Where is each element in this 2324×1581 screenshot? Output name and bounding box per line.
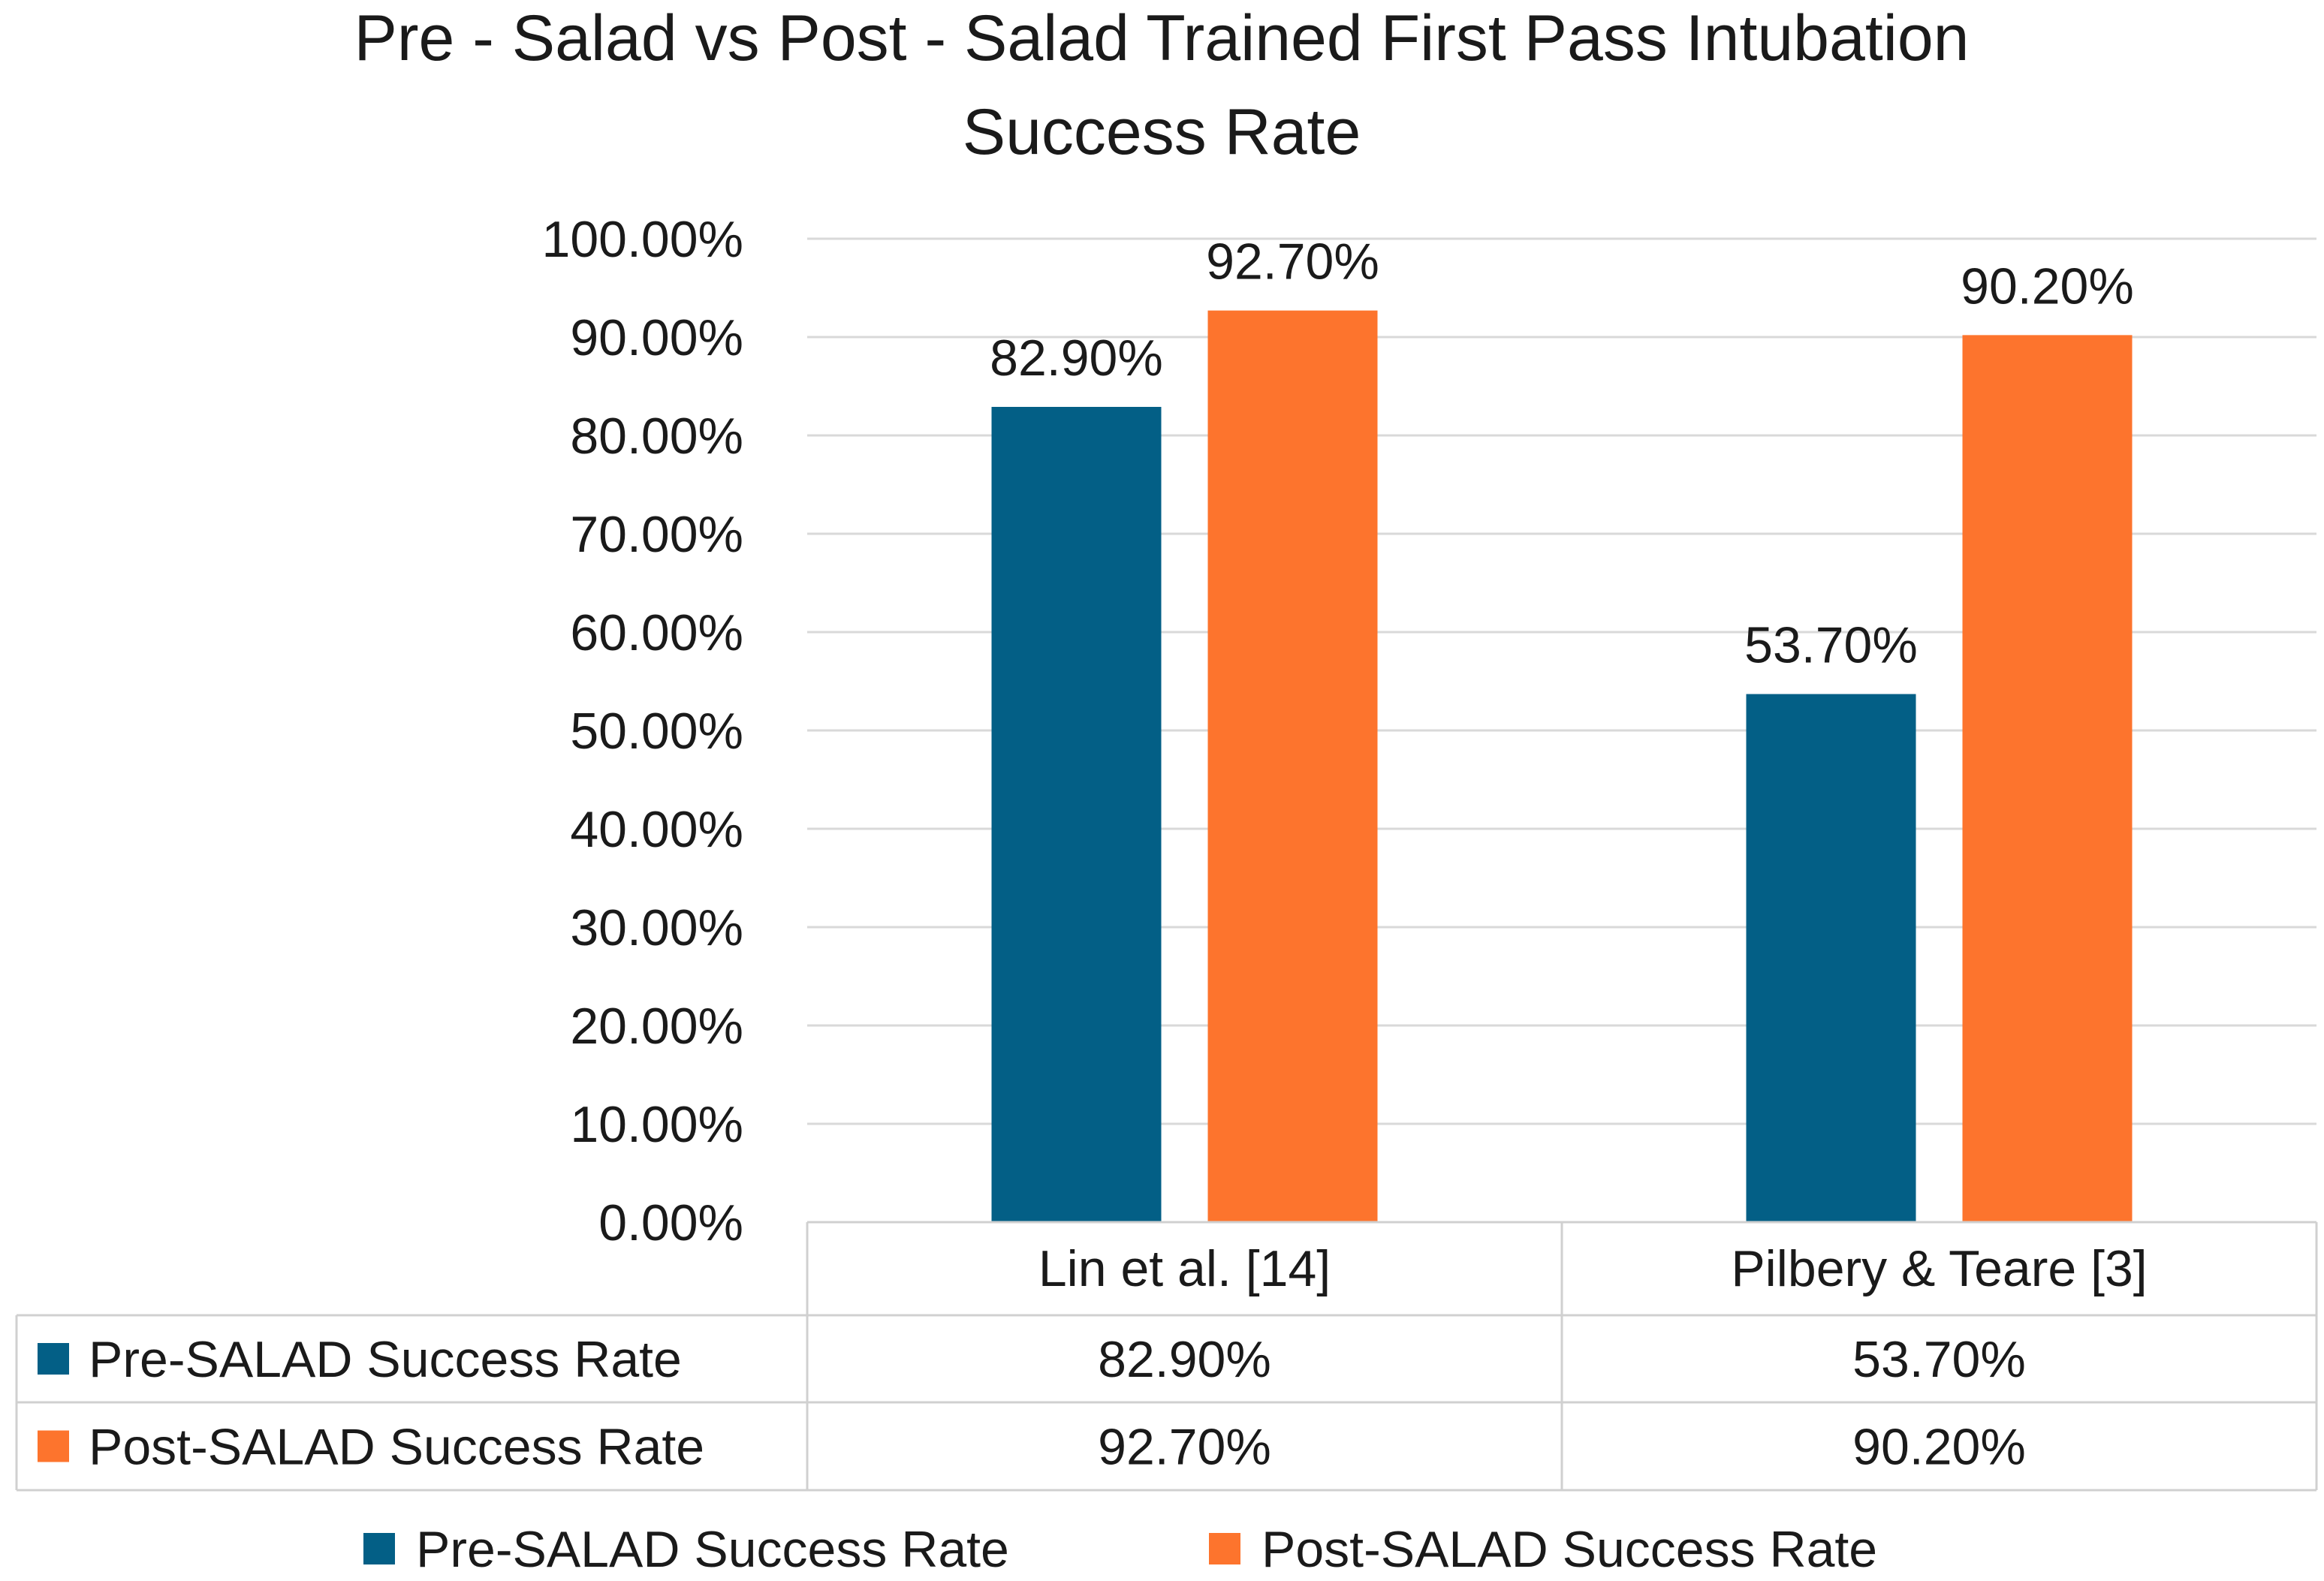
table-cell: 53.70% bbox=[1852, 1331, 2026, 1388]
category-label: Pilbery & Teare [3] bbox=[1731, 1240, 2147, 1297]
legend: Pre-SALAD Success Rate Post-SALAD Success… bbox=[363, 1521, 1877, 1578]
data-label: 82.90% bbox=[990, 330, 1163, 387]
y-tick-label: 60.00% bbox=[570, 604, 743, 661]
table-row-header: Post-SALAD Success Rate bbox=[89, 1419, 704, 1476]
data-label: 90.20% bbox=[1961, 257, 2134, 315]
table-legend-key bbox=[38, 1430, 69, 1462]
y-tick-label: 0.00% bbox=[598, 1194, 743, 1251]
y-tick-label: 40.00% bbox=[570, 801, 743, 858]
y-tick-label: 30.00% bbox=[570, 899, 743, 956]
y-tick-label: 100.00% bbox=[542, 211, 743, 268]
data-label: 92.70% bbox=[1206, 233, 1379, 291]
bar bbox=[991, 407, 1162, 1222]
y-tick-label: 20.00% bbox=[570, 998, 743, 1055]
table-cell: 82.90% bbox=[1098, 1331, 1271, 1388]
legend-label: Pre-SALAD Success Rate bbox=[416, 1521, 1009, 1578]
chart-title-line-2: Success Rate bbox=[963, 96, 1361, 168]
table-cell: 90.20% bbox=[1852, 1419, 2026, 1476]
y-tick-label: 90.00% bbox=[570, 309, 743, 366]
data-label: 53.70% bbox=[1744, 617, 1918, 674]
y-tick-label: 80.00% bbox=[570, 408, 743, 465]
bar bbox=[1207, 310, 1378, 1222]
chart-title-line-1: Pre - Salad vs Post - Salad Trained Firs… bbox=[354, 2, 1969, 74]
bar bbox=[1962, 335, 2133, 1222]
bars bbox=[991, 310, 2133, 1222]
y-tick-label: 50.00% bbox=[570, 703, 743, 760]
table-cell: 92.70% bbox=[1098, 1419, 1271, 1476]
y-tick-label: 10.00% bbox=[570, 1096, 743, 1153]
legend-label: Post-SALAD Success Rate bbox=[1261, 1521, 1877, 1578]
legend-swatch bbox=[363, 1533, 395, 1564]
y-tick-label: 70.00% bbox=[570, 506, 743, 563]
table-legend-key bbox=[38, 1343, 69, 1375]
y-axis-ticks: 0.00% 10.00% 20.00% 30.00% 40.00% 50.00% 60.00… bbox=[542, 211, 743, 1251]
table-row-header: Pre-SALAD Success Rate bbox=[89, 1331, 682, 1388]
data-table: Lin et al. [14] Pilbery & Teare [3] Pre-SA… bbox=[15, 1221, 2318, 1492]
data-labels: 82.90% 53.70% 92.70% 90.20% bbox=[990, 233, 2134, 674]
legend-swatch bbox=[1209, 1533, 1240, 1564]
category-label: Lin et al. [14] bbox=[1038, 1240, 1331, 1297]
bar bbox=[1746, 694, 1916, 1222]
